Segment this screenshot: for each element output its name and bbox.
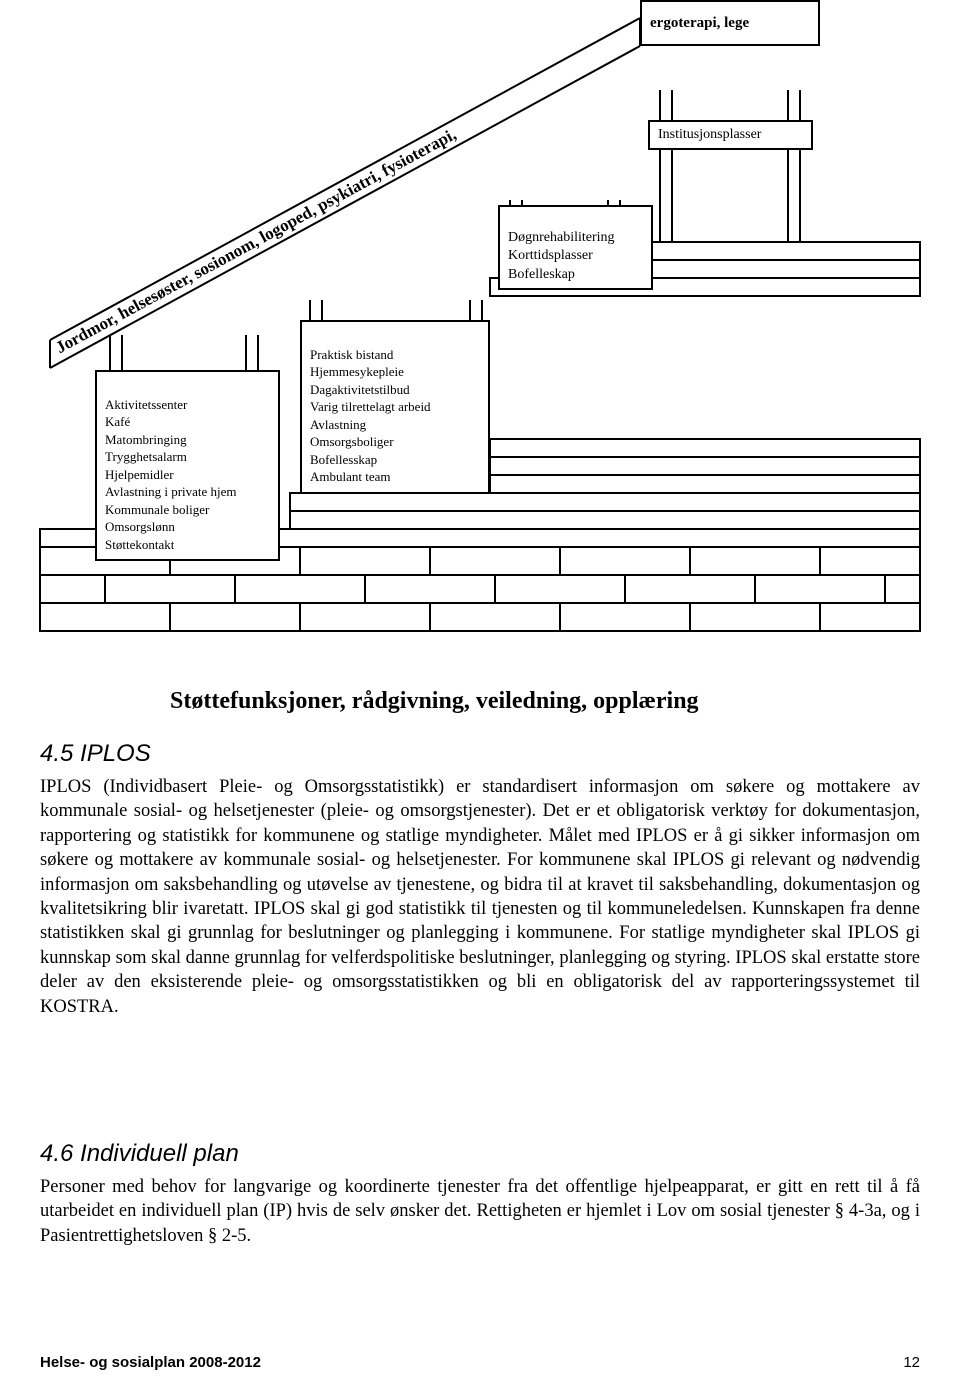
indplan-body-text: Personer med behov for langvarige og koo…: [40, 1177, 920, 1246]
top-box-text: ergoterapi, lege: [650, 15, 749, 32]
footer-page-number: 12: [903, 1354, 920, 1371]
level2-box: Døgnrehabilitering Korttidsplasser Bofel…: [498, 205, 653, 290]
support-functions-label: Støttefunksjoner, rådgivning, veiledning…: [170, 688, 699, 715]
pillar-right-box: Praktisk bistand Hjemmesykepleie Dagakti…: [300, 320, 490, 494]
pillar-left-box: Aktivitetssenter Kafé Matombringing Tryg…: [95, 370, 280, 561]
iplos-body: IPLOS (Individbasert Pleie- og Omsorgsst…: [40, 775, 920, 1019]
page-footer: Helse- og sosialplan 2008-2012 12: [40, 1354, 920, 1371]
indplan-heading-text: 4.6 Individuell plan: [40, 1140, 239, 1167]
staircase-diagram: ergoterapi, lege Jordmor, helsesøster, s…: [0, 0, 960, 660]
iplos-body-text: IPLOS (Individbasert Pleie- og Omsorgsst…: [40, 777, 920, 1017]
section-heading-iplos: 4.5 IPLOS: [40, 740, 151, 768]
level2-text: Døgnrehabilitering Korttidsplasser Bofel…: [508, 230, 615, 281]
section-heading-indplan: 4.6 Individuell plan: [40, 1140, 239, 1168]
iplos-heading-text: 4.5 IPLOS: [40, 740, 151, 767]
pillar-left-text: Aktivitetssenter Kafé Matombringing Tryg…: [105, 397, 237, 552]
indplan-body: Personer med behov for langvarige og koo…: [40, 1175, 920, 1248]
footer-doc-title: Helse- og sosialplan 2008-2012: [40, 1354, 261, 1371]
level3-text: Institusjonsplasser: [658, 127, 761, 142]
support-label-text: Støttefunksjoner, rådgivning, veiledning…: [170, 688, 699, 714]
top-box-ergoterapi: ergoterapi, lege: [640, 0, 820, 46]
pillar-right-text: Praktisk bistand Hjemmesykepleie Dagakti…: [310, 347, 431, 485]
level3-box: Institusjonsplasser: [648, 120, 813, 150]
